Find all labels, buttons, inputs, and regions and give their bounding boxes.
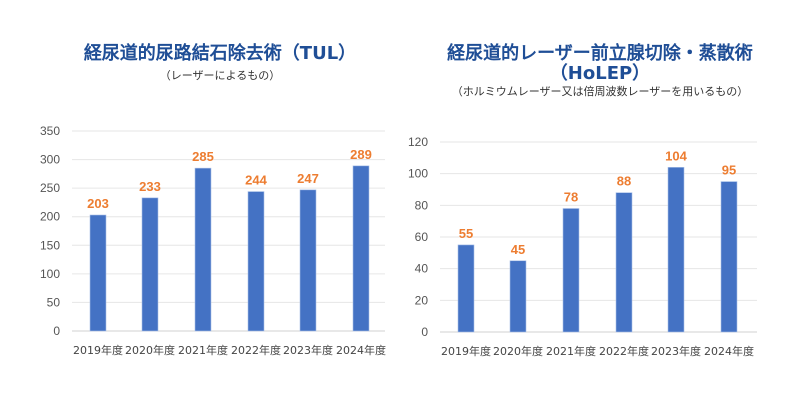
bar-2021年度 [562,208,580,333]
bar-2021年度 [194,167,212,332]
x-tick-label: 2021年度 [178,343,228,357]
y-tick-label: 300 [40,153,60,167]
data-label: 55 [459,226,473,241]
y-tick-label: 100 [40,267,60,281]
chart-title-holep: 経尿道的レーザー前立腺切除・蒸散術 [447,43,753,64]
y-tick-label: 0 [421,325,428,339]
x-tick-label: 2022年度 [231,343,281,357]
data-label: 233 [139,179,161,194]
chart-subtitle-holep: （ホルミウムレーザー又は倍周波数レーザーを用いるもの） [451,85,749,98]
chart-subtitle-tul: （レーザーによるもの） [159,69,281,82]
y-tick-label: 120 [408,135,428,149]
x-tick-label: 2024年度 [704,344,754,358]
data-label: 244 [245,173,267,188]
data-label: 104 [665,148,687,163]
x-tick-label: 2019年度 [73,343,123,357]
y-tick-label: 200 [40,210,60,224]
y-tick-label: 60 [415,230,429,244]
bar-2022年度 [247,191,265,332]
bar-2023年度 [299,189,317,332]
x-tick-label: 2019年度 [441,344,491,358]
y-tick-label: 40 [415,262,429,276]
data-label: 203 [87,196,109,211]
x-tick-label: 2024年度 [336,343,386,357]
bar-2024年度 [720,181,738,333]
chart-title-tul: 経尿道的尿路結石除去術（TUL） [83,43,357,64]
bar-2019年度 [89,214,107,332]
bar-2019年度 [457,244,475,333]
bar-2020年度 [509,260,527,333]
bar-2024年度 [352,165,370,332]
data-label: 285 [192,149,214,164]
x-tick-label: 2023年度 [651,344,701,358]
y-tick-label: 350 [40,124,60,138]
x-tick-label: 2020年度 [493,344,543,358]
bar-2022年度 [615,192,633,333]
y-tick-label: 150 [40,238,60,252]
y-tick-label: 0 [53,324,60,338]
y-tick-label: 100 [408,167,428,181]
data-label: 88 [617,174,631,189]
y-tick-label: 20 [415,293,429,307]
data-label: 45 [511,242,525,257]
y-tick-label: 50 [47,295,61,309]
data-label: 78 [564,190,578,205]
bar-2020年度 [141,197,159,332]
x-tick-label: 2023年度 [283,343,333,357]
x-tick-label: 2021年度 [546,344,596,358]
chart-title-holep-line2: （HoLEP） [549,63,651,84]
x-tick-label: 2020年度 [125,343,175,357]
y-tick-label: 80 [415,198,429,212]
x-tick-label: 2022年度 [599,344,649,358]
bar-2023年度 [667,167,685,333]
data-label: 95 [722,163,736,178]
data-label: 247 [297,171,319,186]
data-label: 289 [350,147,372,162]
y-tick-label: 250 [40,181,60,195]
